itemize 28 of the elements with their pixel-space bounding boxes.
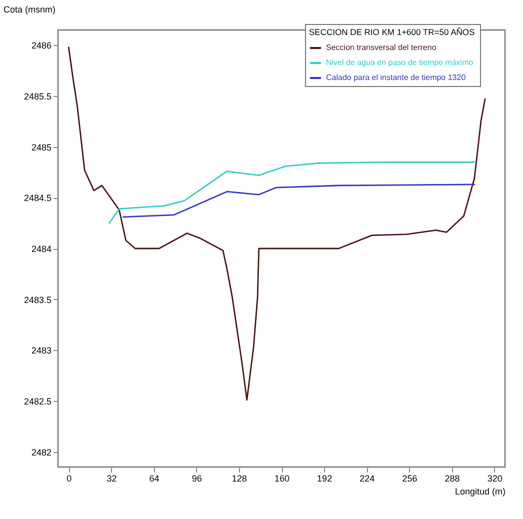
y-tick-label: 2486 [31, 40, 52, 51]
x-tick-label: 128 [232, 474, 247, 484]
y-tick-label: 2482.5 [24, 396, 52, 406]
y-tick-label: 2483.5 [24, 294, 52, 305]
x-tick-label: 224 [360, 474, 375, 484]
y-tick-label: 2483 [31, 346, 52, 356]
x-tick-label: 256 [402, 474, 418, 484]
y-tick-label: 2485.5 [24, 92, 52, 102]
y-tick-label: 2485 [31, 142, 52, 152]
y-tick-label: 2484 [31, 244, 52, 254]
legend-title: SECCION DE RIO KM 1+600 TR=50 AÑOS [309, 27, 475, 37]
x-tick-label: 320 [487, 474, 502, 484]
y-axis-title: Cota (msnm) [4, 4, 56, 14]
legend-label: Nivel de agua en paso de tiempo máximo [326, 58, 474, 67]
x-tick-label: 160 [274, 474, 290, 484]
x-tick-label: 0 [66, 474, 72, 484]
line-series [122, 184, 476, 218]
y-tick-label: 2482 [31, 447, 52, 458]
x-tick-label: 32 [106, 474, 117, 484]
x-axis-title: Longitud (m) [454, 486, 506, 496]
x-tick-label: 64 [149, 474, 160, 484]
x-tick-label: 288 [444, 474, 460, 484]
legend-label: Calado para el instante de tiempo 1320 [326, 73, 466, 82]
x-tick-label: 192 [317, 474, 332, 484]
y-tick-label: 2484.5 [24, 193, 52, 204]
x-tick-label: 96 [192, 474, 202, 484]
line-series [108, 161, 476, 224]
legend-label: Seccion transversal del terreno [326, 43, 437, 52]
